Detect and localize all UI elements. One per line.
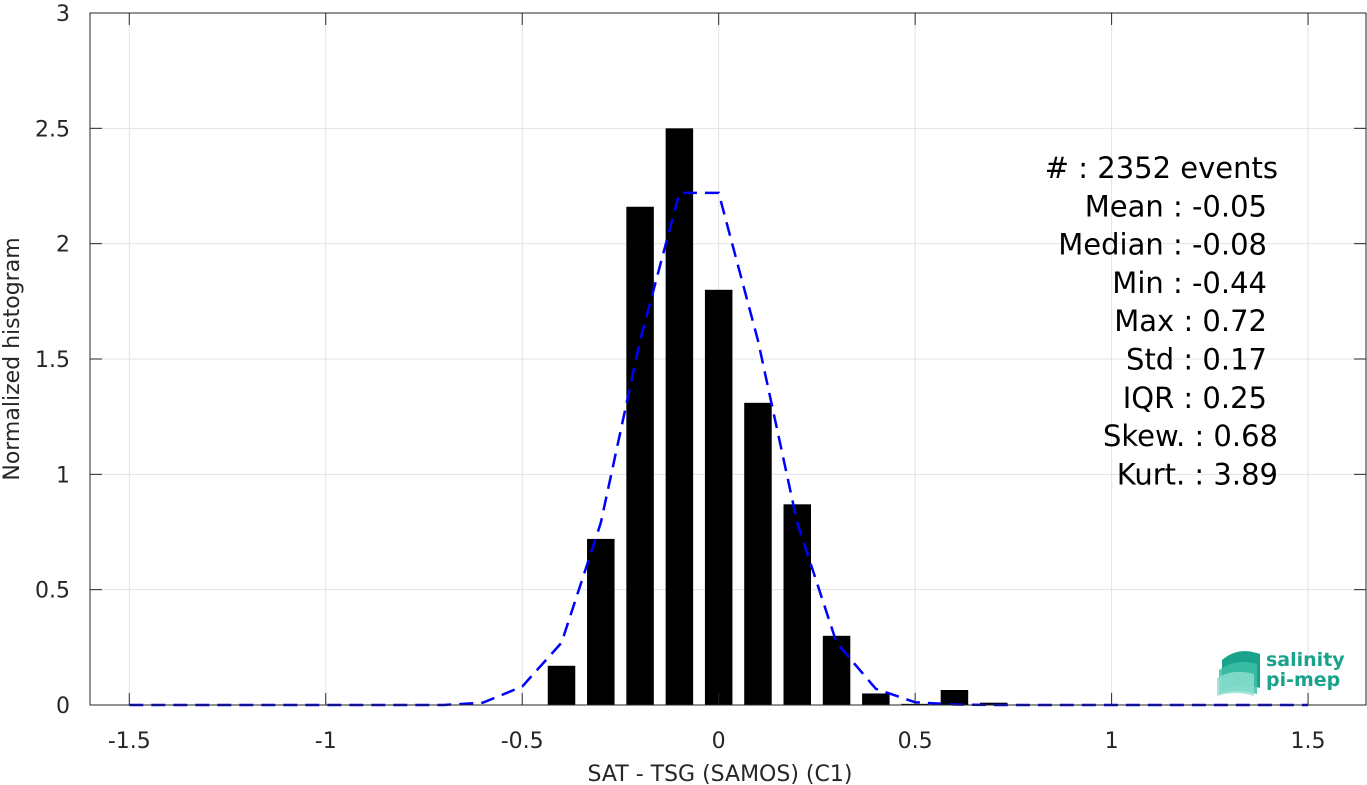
stats-line: Median : -0.08 <box>1058 228 1267 262</box>
histogram-bar <box>665 128 694 706</box>
x-tick-label: 1.5 <box>1291 729 1326 754</box>
histogram-bar <box>979 702 1008 705</box>
histogram-bar <box>822 635 851 705</box>
y-tick-label: 0 <box>56 694 70 719</box>
histogram-bar <box>704 289 733 705</box>
x-tick-label: -1.5 <box>108 729 151 754</box>
x-tick-label: -1 <box>315 729 337 754</box>
logo-line1: salinity <box>1266 649 1345 671</box>
y-tick-label: 1 <box>56 463 70 488</box>
x-axis-label: SAT - TSG (SAMOS) (C1) <box>588 762 853 785</box>
histogram-bar <box>940 690 969 705</box>
x-tick-label: 0 <box>712 729 726 754</box>
y-tick-label: 0.5 <box>35 579 70 604</box>
stats-line: Kurt. : 3.89 <box>1117 457 1278 491</box>
stats-line: # : 2352 events <box>1045 151 1278 185</box>
stats-line: Std : 0.17 <box>1126 343 1267 377</box>
statistics-box: # : 2352 events Mean : -0.05 Median : -0.0… <box>1045 151 1278 491</box>
histogram-bar <box>587 538 615 705</box>
stats-line: IQR : 0.25 <box>1123 381 1267 415</box>
logo-line2: pi-mep <box>1266 669 1340 691</box>
histogram-bar <box>862 693 890 705</box>
logo-waves-icon <box>1217 651 1260 696</box>
y-tick-label: 3 <box>56 2 70 27</box>
y-tick-label: 2 <box>56 233 70 258</box>
x-tick-label: 1 <box>1105 729 1119 754</box>
stats-line: Max : 0.72 <box>1114 304 1267 338</box>
histogram-bar <box>744 402 772 705</box>
histogram-bar <box>626 206 654 705</box>
stats-line: Skew. : 0.68 <box>1103 419 1278 453</box>
y-tick-label: 1.5 <box>35 348 70 373</box>
histogram-bar <box>547 665 576 705</box>
y-tick-label: 2.5 <box>35 117 70 142</box>
salinity-pi-mep-logo: salinity pi-mep <box>1217 649 1345 696</box>
x-tick-label: -0.5 <box>501 729 544 754</box>
tick-labels: -1.5 -1 -0.5 0 0.5 1 1.5 0 0.5 1 1.5 2 2.5 3 <box>35 2 1326 754</box>
stats-line: Min : -0.44 <box>1112 266 1267 300</box>
y-axis-label: Normalized histogram <box>0 237 25 480</box>
axes-box <box>89 12 1367 706</box>
stats-line: Mean : -0.05 <box>1085 189 1267 223</box>
x-tick-label: 0.5 <box>898 729 933 754</box>
histogram-bar <box>783 504 812 705</box>
